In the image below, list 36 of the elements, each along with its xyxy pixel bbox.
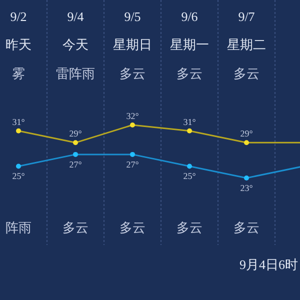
data-label: 27° (69, 159, 82, 170)
text: 星期一 (170, 37, 209, 52)
text: 阵雨 (6, 220, 32, 235)
text: 9月4日6时 (240, 257, 298, 272)
x-tick-label: 9/7 (238, 9, 256, 24)
text: 雾 (12, 66, 25, 81)
text: 星期日 (113, 37, 152, 52)
point (16, 164, 21, 169)
data-label: 31° (183, 116, 196, 127)
text: 多云 (176, 66, 202, 81)
data-label: 31° (12, 116, 26, 127)
data-label: 32° (126, 111, 140, 121)
text: 多云 (120, 220, 146, 235)
data-label: 29° (69, 128, 82, 139)
data-label: 25° (183, 171, 196, 182)
text: 多云 (62, 220, 88, 235)
point (73, 152, 78, 157)
data-label: 29° (240, 128, 254, 139)
point (130, 152, 135, 157)
point (187, 164, 192, 169)
text: 今天 (62, 37, 88, 52)
x-tick-label: 9/5 (124, 9, 141, 24)
text: 多云 (120, 66, 146, 81)
text: 雷阵雨 (56, 66, 95, 81)
x-tick-label: 9/2 (10, 9, 27, 24)
data-label: 25° (12, 171, 26, 182)
x-tick-label: 9/6 (181, 9, 198, 24)
text: 星期二 (227, 37, 266, 52)
text: 多云 (234, 66, 260, 81)
data-label: 23° (240, 183, 254, 193)
point (244, 176, 249, 180)
text: 昨天 (6, 37, 32, 52)
data-label: 27° (126, 159, 140, 170)
x-tick-label: 9/4 (67, 9, 84, 24)
text: 多云 (176, 220, 202, 235)
text: 多云 (234, 220, 260, 235)
